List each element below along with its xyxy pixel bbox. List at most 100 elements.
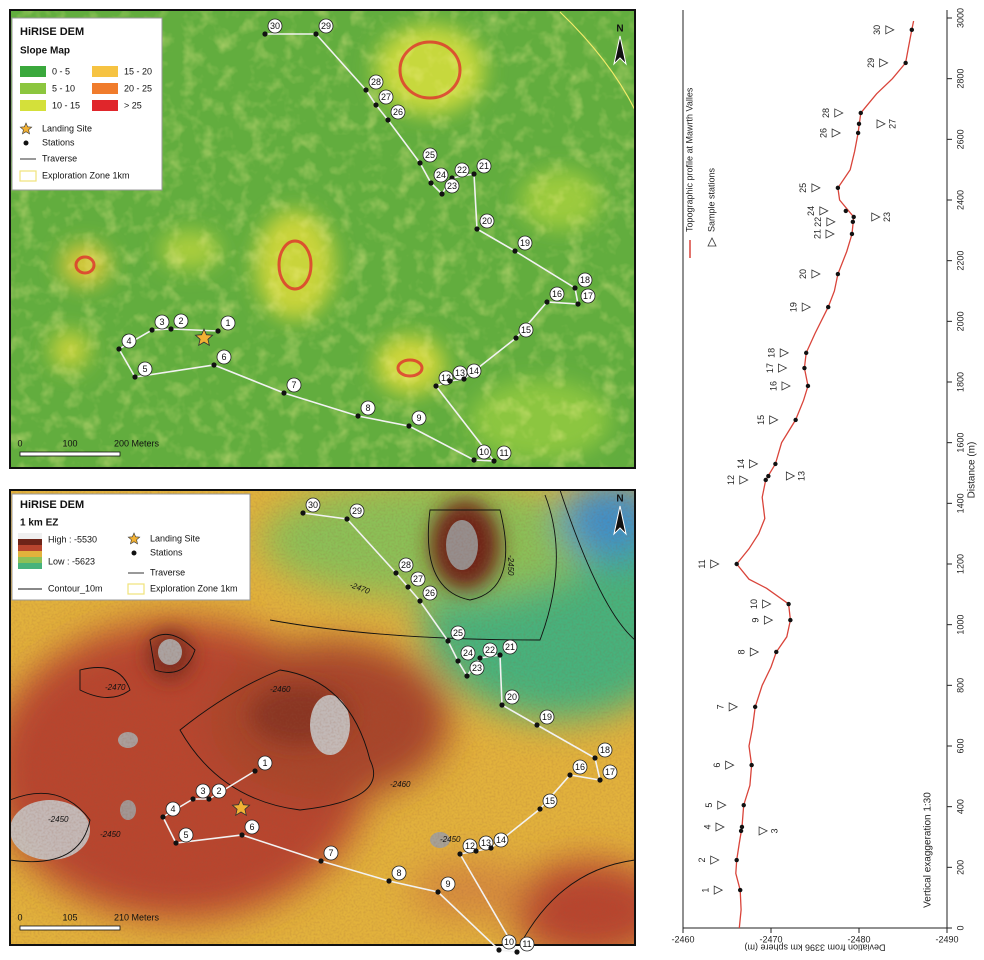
station-triangle [778,364,786,372]
station-dot [474,226,479,231]
station-triangle [711,560,719,568]
station-dot [477,655,482,660]
station-point [910,28,914,32]
legend-label: Topographic profile at Mawrth Valles [684,87,694,232]
class-swatch [20,66,46,77]
station-label: 8 [396,868,401,878]
station-dot [168,326,173,331]
station-label: 30 [872,25,882,35]
station-label: 29 [352,506,362,516]
contour-value: -2460 [390,780,411,789]
station-dot [206,796,211,801]
station-point [734,858,738,862]
station-label: 11 [697,559,707,568]
north-label: N [616,494,623,505]
station-label: 27 [413,574,423,584]
station-dot [544,299,549,304]
station-point [773,462,777,466]
legend-label: Traverse [150,567,185,577]
station-label: 16 [768,381,778,391]
station-point [740,825,744,829]
station-label: 28 [821,108,831,118]
station-label: 2 [216,786,221,796]
legend-label: Landing Site [150,533,200,543]
y-tick-label: -2490 [935,934,958,944]
station-point [836,272,840,276]
station-point [774,650,778,654]
x-axis-title: Distance (m) [967,442,978,499]
station-triangle [750,648,758,656]
station-point [802,366,806,370]
ramp-swatch [18,557,42,563]
class-swatch [20,100,46,111]
station-triangle [711,856,719,864]
station-triangle [729,703,737,711]
north-label: N [616,24,623,35]
station-label: 3 [769,828,779,833]
station-dot [160,814,165,819]
x-tick-label: 2800 [955,69,965,89]
station-label: 28 [401,560,411,570]
legend-label: Landing Site [42,123,92,133]
scale-label: 0 [17,438,22,448]
station-point [788,618,792,622]
station-label: 2 [697,858,707,863]
x-tick-label: 1200 [955,554,965,574]
station-label: 22 [485,645,495,655]
station-label: 1 [701,888,711,893]
station-label: 3 [159,317,164,327]
station-label: 5 [704,803,714,808]
ramp-swatch [18,551,42,557]
station-dot [512,248,517,253]
legend-label: Traverse [42,153,77,163]
station-dot [497,652,502,657]
station-label: 16 [552,289,562,299]
station-dot [373,102,378,107]
station-dot [491,458,496,463]
station-label: 27 [887,119,897,129]
ramp-label: High : -5530 [48,534,97,544]
station-label: 23 [882,212,892,222]
station-label: 10 [504,937,514,947]
station-dot [471,171,476,176]
legend-subtitle: 1 km EZ [20,518,58,529]
ramp-label: Low : -5623 [48,556,95,566]
station-triangle [872,213,880,221]
station-dot [318,858,323,863]
station-label: 26 [425,588,435,598]
station-point [850,232,854,236]
station-dot [355,413,360,418]
contour-value: -2450 [100,830,121,839]
station-label: 23 [447,181,457,191]
class-label: 15 - 20 [124,66,152,76]
station-point [852,215,856,219]
station-label: 4 [126,336,131,346]
station-label: 7 [328,848,333,858]
station-label: 13 [797,471,807,481]
station-triangle [812,184,820,192]
legend-ez [128,584,144,594]
station-label: 25 [425,150,435,160]
station-triangle [740,476,748,484]
station-triangle [826,230,834,238]
station-label: 19 [542,712,552,722]
station-label: 4 [170,804,175,814]
station-label: 6 [221,352,226,362]
station-label: 30 [308,500,318,510]
station-label: 27 [381,92,391,102]
station-label: 8 [737,649,747,654]
station-point [749,763,753,767]
station-dot [385,117,390,122]
station-dot [300,510,305,515]
profile-chart: 0200400600800100012001400160018002000220… [671,8,977,953]
x-tick-label: 1600 [955,433,965,453]
station-label: 13 [455,368,465,378]
contour-value: -2470 [105,683,126,692]
x-tick-label: 1800 [955,372,965,392]
station-dot [473,848,478,853]
station-point [764,478,768,482]
x-tick-label: 1000 [955,615,965,635]
station-label: 5 [142,364,147,374]
scale-bar [20,452,120,456]
station-point [738,888,742,892]
